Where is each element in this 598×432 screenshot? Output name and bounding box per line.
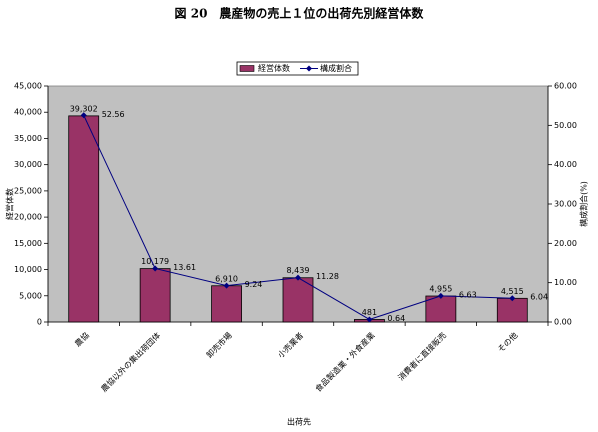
y-tick-label: 40,000 (14, 108, 42, 117)
line-value-label: 6.63 (459, 290, 477, 299)
y-tick-label: 5,000 (19, 291, 42, 300)
line-value-label: 52.56 (102, 110, 125, 119)
x-axis-title: 出荷先 (287, 417, 311, 427)
y2-tick-label: 50.00 (554, 121, 577, 130)
y2-tick-label: 40.00 (554, 160, 577, 169)
line-marker (80, 112, 87, 119)
line-marker (437, 292, 444, 299)
bar-value-label: 6,910 (215, 274, 238, 283)
y-tick-label: 30,000 (14, 160, 42, 169)
line-value-label: 13.61 (173, 263, 196, 272)
bar (68, 115, 100, 323)
bar (211, 285, 242, 323)
line-marker (223, 282, 230, 289)
line-marker (366, 316, 373, 323)
y-tick-label: 35,000 (14, 134, 42, 143)
legend-label: 構成割合 (320, 63, 352, 73)
y2-tick-label: 0.00 (554, 318, 572, 327)
bar (282, 277, 314, 323)
y-tick-label: 25,000 (14, 186, 42, 195)
y-axis-title: 経営体数 (5, 188, 15, 220)
x-tick-label: 小売業者 (275, 330, 305, 360)
legend-box (236, 61, 359, 76)
chart-title: 図 20 農産物の売上１位の出荷先別経営体数 (175, 6, 425, 21)
bar-value-label: 481 (362, 308, 377, 317)
y2-axis-title: 構成割合(%) (579, 181, 589, 227)
line-value-label: 0.64 (387, 314, 405, 323)
x-tick-label: 卸売市場 (204, 330, 234, 360)
bar-value-label: 4,955 (429, 285, 452, 294)
line-marker (152, 265, 159, 272)
x-tick-label: 食品製造業・外食産業 (313, 330, 377, 394)
y-tick-label: 0 (37, 318, 42, 327)
bar-value-label: 10,179 (141, 257, 169, 266)
y-tick-label: 15,000 (14, 239, 42, 248)
legend-swatch (306, 65, 312, 72)
x-tick-label: 農協以外の集出荷団体 (99, 330, 163, 394)
x-tick-label: 農協 (73, 330, 91, 348)
y2-tick-label: 60.00 (554, 82, 577, 91)
line-value-label: 11.28 (316, 272, 339, 281)
y2-tick-label: 20.00 (554, 239, 577, 248)
y-tick-label: 10,000 (14, 265, 42, 274)
x-tick-label: その他 (495, 330, 519, 354)
bar (496, 297, 528, 323)
line-marker (295, 274, 301, 281)
x-tick-label: 消費者に直接販売 (396, 330, 448, 382)
legend-swatch (239, 65, 255, 72)
line-value-label: 9.24 (245, 280, 263, 289)
bar-value-label: 8,439 (287, 266, 310, 275)
y-tick-label: 20,000 (14, 213, 42, 222)
y-tick-label: 45,000 (14, 82, 42, 91)
y2-tick-label: 10.00 (554, 278, 577, 287)
legend-label: 経営体数 (258, 63, 290, 73)
line-marker (509, 295, 516, 302)
bar-value-label: 4,515 (501, 287, 524, 296)
bar (139, 268, 171, 323)
y2-tick-label: 30.00 (554, 200, 577, 209)
line-value-label: 6.04 (530, 293, 548, 302)
bar-value-label: 39,302 (70, 104, 98, 113)
